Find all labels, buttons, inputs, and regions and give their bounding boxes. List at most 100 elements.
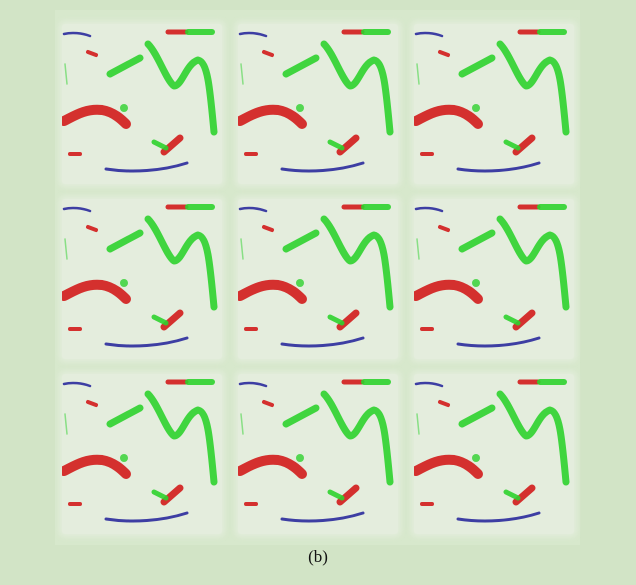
- blue-stroke: [414, 381, 444, 388]
- green-stroke: [106, 54, 144, 78]
- stroke-drawing: [414, 204, 570, 348]
- blue-stroke: [238, 206, 268, 213]
- green-stroke: [496, 390, 570, 486]
- stroke-drawing: [414, 29, 570, 173]
- red-stroke: [414, 454, 483, 479]
- green-stroke: [458, 54, 496, 78]
- green-stroke: [120, 454, 128, 462]
- image-tile: [414, 24, 574, 184]
- blue-stroke: [456, 336, 541, 348]
- stroke-drawing: [414, 379, 570, 523]
- green-stroke: [106, 229, 144, 253]
- image-tile: [238, 199, 398, 359]
- stroke-drawing: [62, 379, 218, 523]
- green-stroke: [496, 215, 570, 311]
- green-stroke: [416, 413, 420, 435]
- green-stroke: [296, 279, 304, 287]
- green-stroke: [458, 229, 496, 253]
- green-stroke: [144, 40, 218, 136]
- green-stroke: [296, 454, 304, 462]
- image-tile: [238, 374, 398, 534]
- image-tile: [62, 374, 222, 534]
- blue-stroke: [104, 336, 189, 348]
- green-stroke: [120, 279, 128, 287]
- image-tile: [414, 199, 574, 359]
- red-stroke: [86, 400, 98, 407]
- stroke-drawing: [62, 204, 218, 348]
- stroke-drawing: [238, 379, 394, 523]
- blue-stroke: [414, 206, 444, 213]
- green-stroke: [240, 63, 244, 85]
- green-stroke: [120, 104, 128, 112]
- red-stroke: [62, 104, 131, 129]
- stroke-drawing: [238, 204, 394, 348]
- green-stroke: [240, 413, 244, 435]
- red-stroke: [262, 225, 274, 232]
- blue-stroke: [238, 381, 268, 388]
- green-stroke: [282, 229, 320, 253]
- blue-stroke: [62, 206, 92, 213]
- green-stroke: [240, 238, 244, 260]
- figure-caption: (b): [308, 547, 328, 566]
- blue-stroke: [280, 161, 365, 173]
- red-stroke: [414, 104, 483, 129]
- green-stroke: [503, 314, 521, 326]
- red-stroke: [62, 454, 131, 479]
- green-stroke: [296, 104, 304, 112]
- blue-stroke: [238, 31, 268, 38]
- green-stroke: [151, 139, 169, 151]
- green-stroke: [327, 489, 345, 501]
- red-stroke: [86, 225, 98, 232]
- image-tile: [62, 199, 222, 359]
- blue-stroke: [104, 511, 189, 523]
- green-stroke: [472, 104, 480, 112]
- blue-stroke: [456, 161, 541, 173]
- green-stroke: [327, 314, 345, 326]
- blue-stroke: [280, 336, 365, 348]
- stroke-drawing: [62, 29, 218, 173]
- green-stroke: [320, 215, 394, 311]
- green-stroke: [144, 215, 218, 311]
- green-stroke: [282, 54, 320, 78]
- blue-stroke: [104, 161, 189, 173]
- green-stroke: [503, 139, 521, 151]
- green-stroke: [64, 238, 68, 260]
- green-stroke: [416, 238, 420, 260]
- red-stroke: [414, 279, 483, 304]
- green-stroke: [458, 404, 496, 428]
- figure-panel: [55, 10, 580, 545]
- green-stroke: [151, 314, 169, 326]
- green-stroke: [320, 390, 394, 486]
- green-stroke: [144, 390, 218, 486]
- stroke-drawing: [238, 29, 394, 173]
- blue-stroke: [280, 511, 365, 523]
- red-stroke: [262, 50, 274, 57]
- red-stroke: [238, 104, 307, 129]
- green-stroke: [151, 489, 169, 501]
- red-stroke: [438, 400, 450, 407]
- image-tile: [62, 24, 222, 184]
- red-stroke: [86, 50, 98, 57]
- green-stroke: [416, 63, 420, 85]
- green-stroke: [472, 279, 480, 287]
- image-grid: [62, 24, 574, 534]
- blue-stroke: [62, 31, 92, 38]
- green-stroke: [503, 489, 521, 501]
- green-stroke: [64, 413, 68, 435]
- blue-stroke: [62, 381, 92, 388]
- image-tile: [414, 374, 574, 534]
- red-stroke: [238, 279, 307, 304]
- green-stroke: [472, 454, 480, 462]
- green-stroke: [64, 63, 68, 85]
- blue-stroke: [414, 31, 444, 38]
- green-stroke: [320, 40, 394, 136]
- red-stroke: [62, 279, 131, 304]
- green-stroke: [327, 139, 345, 151]
- red-stroke: [238, 454, 307, 479]
- red-stroke: [438, 225, 450, 232]
- red-stroke: [262, 400, 274, 407]
- green-stroke: [496, 40, 570, 136]
- green-stroke: [282, 404, 320, 428]
- red-stroke: [438, 50, 450, 57]
- image-tile: [238, 24, 398, 184]
